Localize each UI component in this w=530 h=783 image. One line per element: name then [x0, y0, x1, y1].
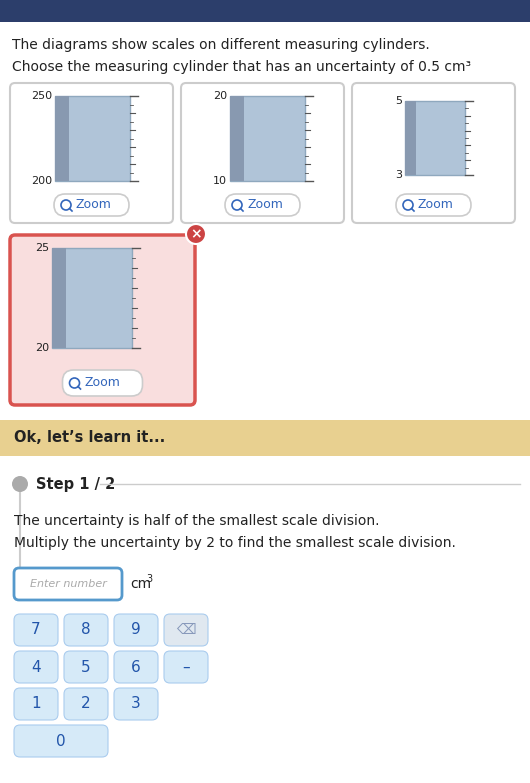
- Text: 7: 7: [31, 622, 41, 637]
- Text: 250: 250: [31, 91, 52, 101]
- FancyBboxPatch shape: [181, 83, 344, 223]
- Text: 20: 20: [213, 91, 227, 101]
- Text: Zoom: Zoom: [247, 199, 283, 211]
- Text: 8: 8: [81, 622, 91, 637]
- Text: –: –: [182, 659, 190, 674]
- FancyBboxPatch shape: [10, 235, 195, 405]
- FancyBboxPatch shape: [54, 194, 129, 216]
- Circle shape: [186, 224, 206, 244]
- Bar: [0, 420, 530, 456]
- Text: Zoom: Zoom: [418, 199, 454, 211]
- FancyBboxPatch shape: [164, 651, 208, 683]
- Text: cm: cm: [130, 577, 151, 591]
- FancyBboxPatch shape: [64, 651, 108, 683]
- Text: 20: 20: [35, 343, 49, 353]
- FancyBboxPatch shape: [114, 614, 158, 646]
- Text: Zoom: Zoom: [76, 199, 112, 211]
- Text: 10: 10: [213, 176, 227, 186]
- FancyBboxPatch shape: [64, 614, 108, 646]
- FancyBboxPatch shape: [14, 568, 122, 600]
- Text: 200: 200: [31, 176, 52, 186]
- FancyBboxPatch shape: [14, 688, 58, 720]
- Text: 3: 3: [146, 574, 152, 584]
- FancyBboxPatch shape: [225, 194, 300, 216]
- Text: ⌫: ⌫: [176, 623, 196, 637]
- Text: Multiply the uncertainty by 2 to find the smallest scale division.: Multiply the uncertainty by 2 to find th…: [14, 536, 456, 550]
- Bar: [55, 96, 130, 181]
- FancyBboxPatch shape: [352, 83, 515, 223]
- FancyBboxPatch shape: [114, 651, 158, 683]
- Text: 3: 3: [131, 697, 141, 712]
- Bar: [230, 96, 305, 181]
- FancyBboxPatch shape: [14, 651, 58, 683]
- FancyBboxPatch shape: [14, 614, 58, 646]
- Bar: [405, 101, 465, 175]
- Bar: [0, 0, 530, 22]
- Text: Zoom: Zoom: [84, 377, 120, 389]
- Text: Ok, let’s learn it...: Ok, let’s learn it...: [14, 431, 165, 446]
- Text: ×: ×: [190, 227, 202, 241]
- Text: 2: 2: [81, 697, 91, 712]
- Bar: [55, 96, 68, 181]
- FancyBboxPatch shape: [63, 370, 143, 396]
- Text: 4: 4: [31, 659, 41, 674]
- Text: 5: 5: [395, 96, 402, 106]
- Bar: [52, 248, 66, 348]
- Text: 1: 1: [31, 697, 41, 712]
- Text: Step 1 / 2: Step 1 / 2: [36, 477, 115, 492]
- FancyBboxPatch shape: [164, 614, 208, 646]
- Text: 9: 9: [131, 622, 141, 637]
- Bar: [230, 96, 243, 181]
- Text: 25: 25: [35, 243, 49, 253]
- Text: Choose the measuring cylinder that has an uncertainty of 0.5 cm³: Choose the measuring cylinder that has a…: [12, 60, 471, 74]
- Circle shape: [12, 476, 28, 492]
- Text: 6: 6: [131, 659, 141, 674]
- Text: The uncertainty is half of the smallest scale division.: The uncertainty is half of the smallest …: [14, 514, 379, 528]
- FancyBboxPatch shape: [14, 725, 108, 757]
- FancyBboxPatch shape: [64, 688, 108, 720]
- Text: 3: 3: [395, 170, 402, 180]
- Bar: [52, 248, 132, 348]
- FancyBboxPatch shape: [10, 83, 173, 223]
- Bar: [405, 101, 416, 175]
- Text: 0: 0: [56, 734, 66, 749]
- Text: Enter number: Enter number: [30, 579, 107, 589]
- Text: The diagrams show scales on different measuring cylinders.: The diagrams show scales on different me…: [12, 38, 430, 52]
- FancyBboxPatch shape: [396, 194, 471, 216]
- Text: 5: 5: [81, 659, 91, 674]
- FancyBboxPatch shape: [114, 688, 158, 720]
